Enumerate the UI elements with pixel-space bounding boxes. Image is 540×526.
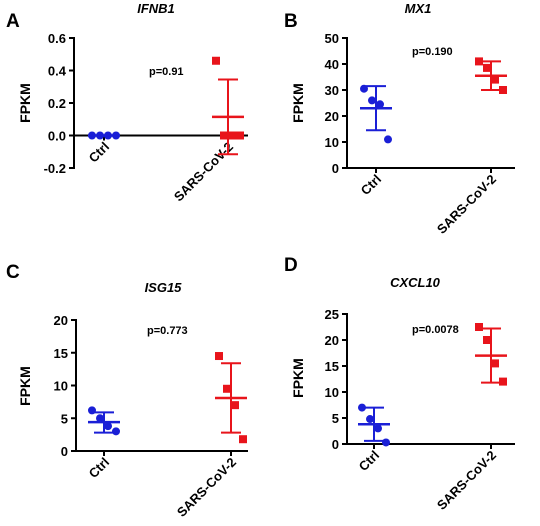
y-tick-label: 0.4 [48, 64, 67, 79]
data-point [475, 57, 483, 66]
x-tick-label: Ctrl [356, 448, 382, 474]
y-tick-label: 50 [325, 31, 339, 46]
x-tick-label: SARS-CoV-2 [171, 139, 236, 204]
y-tick-label: 0.0 [48, 129, 66, 144]
y-tick-label: 5 [332, 411, 339, 426]
p-value-label: p=0.190 [412, 46, 453, 58]
data-point [112, 427, 120, 436]
y-tick-label: 15 [54, 346, 68, 361]
plot-area: 0 10 20 30 40 50 Ctrl SARS-CoV-2 [325, 31, 515, 237]
x-tick-label: Ctrl [86, 455, 112, 481]
y-tick-label: 20 [325, 109, 339, 124]
data-point [239, 435, 247, 444]
y-tick-label: -0.2 [44, 161, 66, 176]
data-point [96, 414, 104, 423]
data-point [483, 63, 491, 72]
y-tick-label: 0.6 [48, 31, 66, 46]
plot-area: 0 5 10 15 20 25 Ctrl SARS-CoV-2 [325, 307, 515, 513]
data-point [104, 422, 112, 431]
data-point [368, 96, 376, 105]
data-point [499, 377, 507, 386]
panel-a: A IFNB1 FPKM p=0.91 -0.2 0.0 0.2 0.4 0.6 Ctrl… [6, 1, 248, 204]
y-axis-label: FPKM [290, 83, 306, 123]
panel-title: CXCL10 [390, 275, 441, 290]
y-axis-label: FPKM [17, 83, 33, 123]
y-tick-label: 10 [325, 135, 339, 150]
data-point [384, 135, 392, 144]
y-tick-label: 5 [61, 411, 68, 426]
data-point [236, 131, 244, 140]
data-point [231, 401, 239, 410]
y-tick-label: 0.2 [48, 96, 66, 111]
data-point [491, 75, 499, 84]
data-point [358, 403, 366, 412]
panel-c: C ISG15 FPKM p=0.773 0 5 10 15 20 Ctrl SARS-Co… [6, 262, 248, 520]
y-tick-label: 0 [332, 161, 339, 176]
panel-letter: C [6, 262, 20, 283]
data-point [215, 352, 223, 361]
data-point [475, 323, 483, 331]
data-point [382, 438, 390, 447]
panel-letter: D [284, 255, 298, 276]
data-point [366, 415, 374, 424]
plot-area: 0 5 10 15 20 Ctrl SARS-CoV-2 [54, 313, 248, 520]
plot-area: -0.2 0.0 0.2 0.4 0.6 Ctrl SARS-CoV-2 [44, 31, 248, 204]
data-point [228, 131, 236, 140]
panel-d: D CXCL10 FPKM p=0.0078 0 5 10 15 20 25 Ctrl SAR… [284, 255, 515, 513]
y-axis-label: FPKM [290, 358, 306, 398]
data-point [491, 359, 499, 368]
y-tick-label: 40 [325, 57, 339, 72]
y-tick-label: 15 [325, 359, 339, 374]
panel-letter: A [6, 11, 20, 32]
panel-title: IFNB1 [137, 1, 175, 16]
x-tick-label: SARS-CoV-2 [434, 172, 499, 237]
data-point [376, 100, 384, 109]
data-point [499, 86, 507, 94]
y-tick-label: 10 [54, 379, 68, 394]
panel-title: ISG15 [145, 280, 183, 295]
panel-title: MX1 [405, 1, 432, 16]
y-tick-label: 0 [332, 437, 339, 452]
x-tick-label: Ctrl [358, 172, 384, 198]
p-value-label: p=0.0078 [412, 324, 459, 336]
p-value-label: p=0.773 [147, 325, 188, 337]
data-point [220, 131, 228, 140]
panel-letter: B [284, 11, 298, 32]
y-axis-label: FPKM [17, 366, 33, 406]
y-tick-label: 0 [61, 444, 68, 459]
x-tick-label: Ctrl [86, 139, 112, 165]
p-value-label: p=0.91 [149, 66, 184, 78]
y-tick-label: 20 [54, 313, 68, 328]
data-point [212, 56, 220, 65]
y-tick-label: 10 [325, 385, 339, 400]
data-point [374, 424, 382, 433]
y-tick-label: 20 [325, 333, 339, 348]
x-tick-label: SARS-CoV-2 [434, 448, 499, 513]
y-tick-label: 25 [325, 307, 339, 322]
data-point [483, 336, 491, 344]
x-tick-label: SARS-CoV-2 [174, 455, 239, 520]
panel-b: B MX1 FPKM p=0.190 0 10 20 30 40 50 Ctrl SARS-C… [284, 1, 515, 237]
y-tick-label: 30 [325, 83, 339, 98]
data-point [223, 384, 231, 393]
